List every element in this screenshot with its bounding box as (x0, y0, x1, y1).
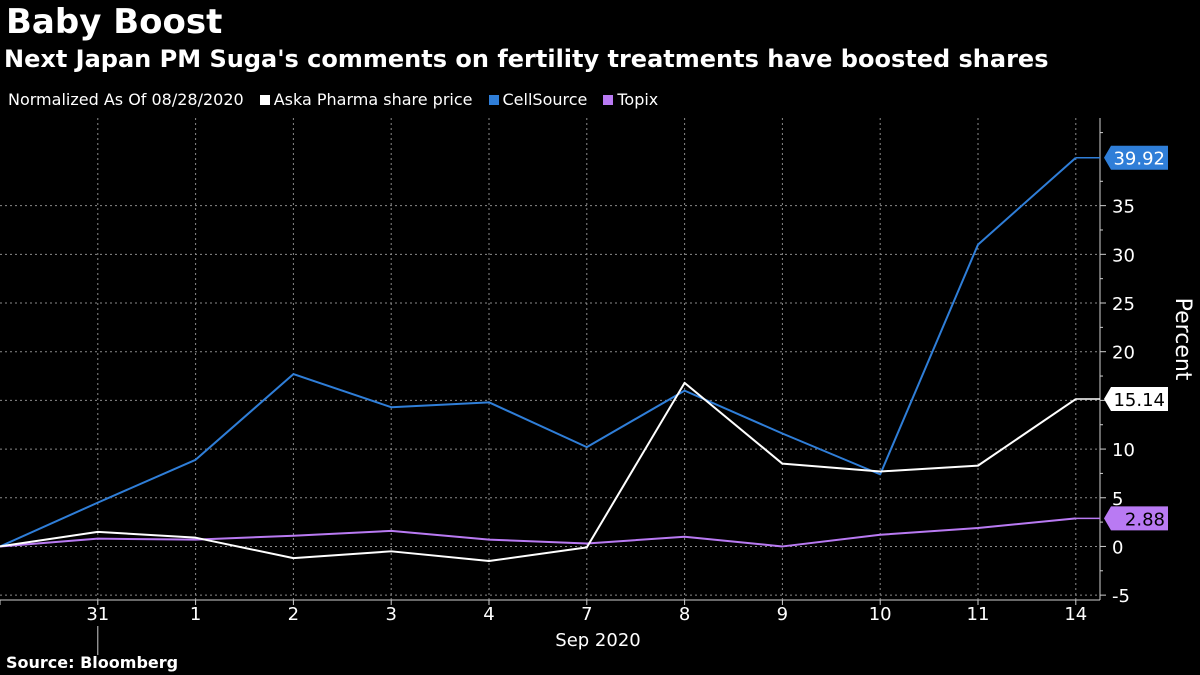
end-label-value: 2.88 (1125, 509, 1165, 530)
x-tick-label: 2 (288, 604, 299, 625)
y-tick-label: 10 (1112, 440, 1135, 461)
legend-swatch-cellsource (488, 94, 499, 105)
series-line-aska-pharma-share-price (0, 381, 1077, 563)
x-tick-label: 8 (679, 604, 690, 625)
end-label-box (1104, 145, 1168, 170)
series-line-cellsource (0, 156, 1077, 548)
x-axis-label: Sep 2020 (555, 630, 640, 651)
legend-label-topix: Topix (617, 90, 659, 109)
x-tick-label: 9 (777, 604, 788, 625)
y-tick-label: 25 (1112, 294, 1135, 315)
x-tick-label: 11 (967, 604, 990, 625)
end-label-value: 15.14 (1113, 390, 1165, 411)
y-tick-label: 35 (1112, 197, 1135, 218)
legend-item-cellsource: CellSource (488, 90, 588, 109)
x-tick-label: 1 (190, 604, 201, 625)
legend-item-topix: Topix (603, 90, 658, 109)
y-tick-label: 0 (1112, 537, 1123, 558)
y-tick-label: 30 (1112, 245, 1135, 266)
x-tick-label: 7 (581, 604, 592, 625)
x-tick-label: 3 (385, 604, 396, 625)
y-tick-label: -5 (1112, 586, 1130, 607)
end-label-box (1104, 387, 1168, 412)
x-tick-label: 14 (1064, 604, 1087, 625)
end-label-value: 39.92 (1113, 149, 1165, 170)
legend-label-aska: Aska Pharma share price (273, 90, 473, 109)
chart-subtitle: Next Japan PM Suga's comments on fertili… (4, 45, 1049, 73)
legend-swatch-topix (603, 94, 614, 105)
y-axis-label: Percent (1170, 298, 1195, 381)
x-tick-label: 4 (483, 604, 494, 625)
y-tick-label: 5 (1112, 489, 1123, 510)
legend-note: Normalized As Of 08/28/2020 (8, 90, 244, 109)
end-label-box (1104, 506, 1168, 531)
chart-title: Baby Boost (6, 2, 223, 42)
legend-swatch-aska (259, 94, 270, 105)
legend-label-cellsource: CellSource (502, 90, 588, 109)
legend: Normalized As Of 08/28/2020 Aska Pharma … (8, 90, 658, 109)
series-line-topix (0, 517, 1076, 548)
x-tick-label: 31 (86, 604, 109, 625)
source-note: Source: Bloomberg (6, 653, 179, 672)
y-tick-label: 20 (1112, 343, 1135, 364)
legend-item-aska: Aska Pharma share price (259, 90, 473, 109)
x-tick-label: 10 (869, 604, 892, 625)
